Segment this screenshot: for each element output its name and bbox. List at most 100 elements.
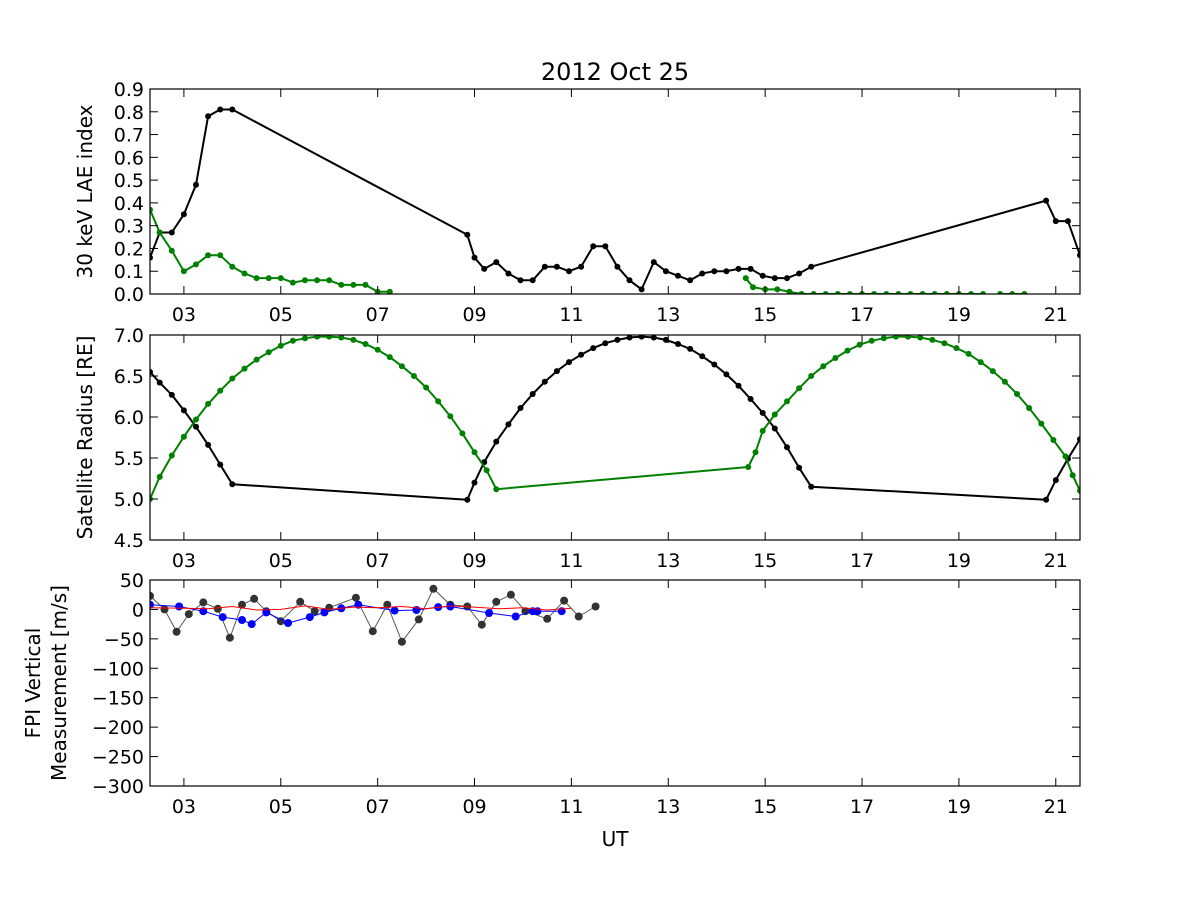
series-1-point (168, 452, 175, 459)
series-1-point (302, 335, 308, 342)
x-tick-label: 11 (559, 550, 583, 572)
series-0-point (614, 263, 621, 270)
series-1-point (156, 473, 163, 480)
series-1-point (459, 430, 466, 437)
series-1-point (929, 336, 936, 343)
series-0-point (614, 336, 621, 343)
series-1-point (786, 288, 793, 294)
series-0-point (675, 272, 681, 279)
x-tick-label: 03 (172, 796, 196, 818)
series-0-point (626, 335, 633, 341)
series-1-point (217, 387, 224, 394)
y-tick-label: 0.9 (114, 79, 144, 101)
series-1-point (883, 291, 890, 294)
series-0-point (276, 617, 285, 626)
series-1-point (156, 229, 163, 236)
series-1-point (180, 268, 187, 275)
series-0-point (199, 598, 208, 607)
series-0-point (505, 270, 512, 277)
y-axis-label-line: FPI Vertical (21, 628, 45, 739)
series-0-point (650, 335, 657, 341)
series-1-point (265, 275, 272, 282)
series-0-point (747, 265, 754, 272)
x-tick-label: 17 (850, 304, 874, 326)
series-1-point (168, 247, 175, 254)
x-tick-label: 05 (269, 796, 293, 818)
series-0-point (650, 259, 657, 266)
series-0-point (193, 423, 199, 430)
y-tick-label: 0.0 (114, 284, 144, 306)
series-1-line (745, 277, 984, 294)
series-1-point (253, 275, 260, 282)
series-1-point (314, 277, 321, 284)
y-axis-label: Satellite Radius [RE] (73, 336, 97, 540)
series-1-point (810, 291, 817, 294)
panel-lae-data (150, 106, 1080, 294)
series-1-point (905, 335, 911, 340)
series-1-point (350, 281, 357, 288)
series-0-point (180, 211, 187, 218)
series-0-point (225, 633, 234, 642)
y-tick-label: 6.5 (114, 366, 144, 388)
panel-radius-frame (149, 334, 1081, 541)
series-1-point (483, 467, 490, 474)
series-0-point (471, 479, 478, 486)
series-1-point (977, 359, 984, 366)
series-0-point (464, 496, 471, 503)
series-1-point (277, 342, 284, 349)
series-1-point (752, 449, 759, 456)
series-0-point (150, 254, 153, 261)
series-1-point (205, 400, 212, 407)
series-1-point (808, 373, 815, 379)
series-0-point (808, 483, 815, 490)
series-1-point (447, 413, 454, 420)
panel-lae-frame (149, 88, 1081, 295)
series-0-point (578, 351, 585, 358)
series-0-point (517, 277, 524, 284)
series-1-point (289, 279, 296, 286)
series-1-point (742, 275, 749, 282)
series-0-point (397, 637, 406, 646)
series-1-point (320, 608, 329, 617)
panel-fpi: 03 05 07 09 11 13 15 17 19 21 −300 −250 −200 −150 −100… (21, 570, 1081, 818)
series-0-point (150, 368, 153, 375)
series-1-point (229, 263, 236, 270)
series-0-point (517, 405, 524, 411)
series-0-point (217, 461, 224, 468)
y-tick-label: 6.0 (114, 407, 144, 429)
series-0-point (602, 243, 609, 250)
series-1-point (241, 270, 248, 277)
y-tick-label: −100 (92, 658, 144, 680)
x-tick-label: 21 (1044, 304, 1068, 326)
series-0-point (217, 106, 224, 113)
series-0-point (759, 409, 766, 416)
series-1-point (193, 416, 199, 423)
x-tick-label: 11 (559, 796, 583, 818)
y-tick-label: 0.5 (114, 170, 144, 192)
series-1-point (931, 291, 938, 294)
panel-radius-data (150, 335, 1080, 503)
series-1-point (844, 347, 851, 354)
series-1-point (953, 345, 960, 352)
series-0-point (747, 396, 754, 402)
series-0-point (759, 272, 766, 279)
series-0-point (566, 359, 572, 366)
series-1-point (745, 464, 752, 470)
series-1-line (150, 335, 1080, 500)
series-0-point (553, 263, 560, 270)
series-0-point (229, 481, 236, 488)
series-1-point (423, 384, 430, 391)
y-tick-label: 0.4 (114, 193, 144, 215)
series-1-point (856, 341, 863, 348)
x-tick-label: 11 (559, 304, 583, 326)
series-0-point (699, 270, 706, 277)
series-1-point (834, 291, 841, 294)
y-tick-label: 5.5 (114, 448, 144, 470)
series-1-point (435, 398, 442, 405)
series-0-point (1077, 436, 1080, 443)
series-0-point (180, 407, 187, 414)
series-0-point (638, 335, 645, 340)
series-0-point (796, 464, 803, 471)
y-axis-label: FPI Vertical Measurement [m/s] (21, 585, 71, 781)
